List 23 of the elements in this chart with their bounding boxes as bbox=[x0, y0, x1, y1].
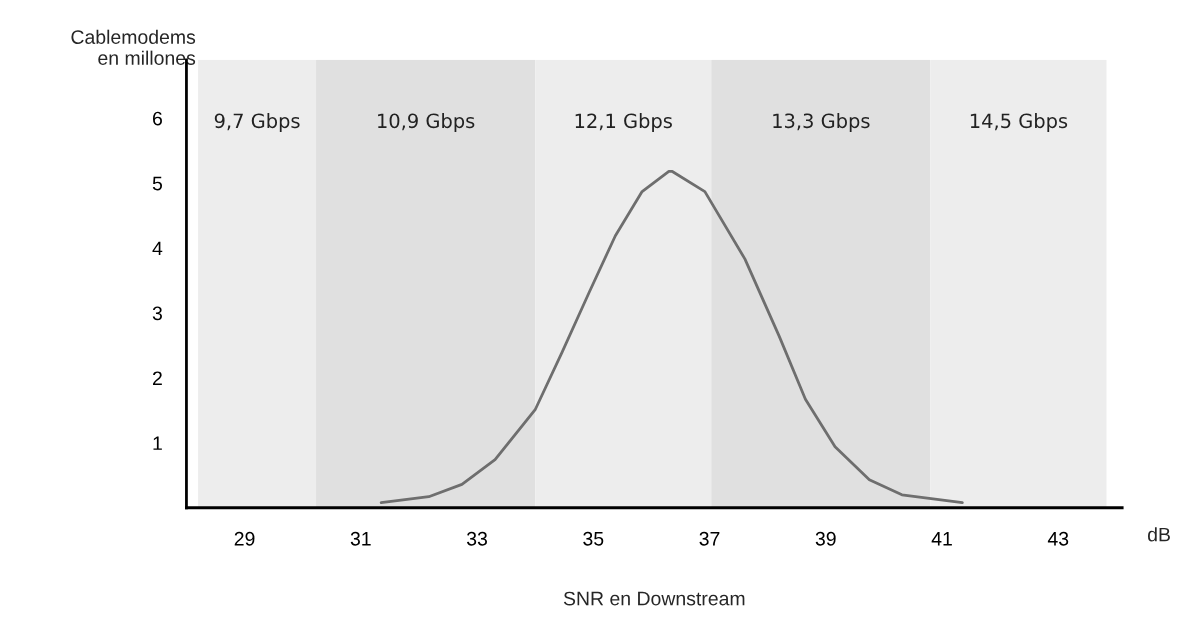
band-label: 10,9 Gbps bbox=[378, 113, 475, 132]
band-label: 14,5 Gbps bbox=[970, 113, 1068, 132]
x-tick-label: 43 bbox=[1047, 531, 1069, 546]
band-label: 12,1 Gbps bbox=[575, 113, 672, 132]
y-axis-title: Cablemodems en millones bbox=[71, 29, 196, 65]
x-tick-label: 33 bbox=[466, 531, 487, 546]
x-tick-label: 37 bbox=[699, 531, 720, 546]
x-tick-label: 41 bbox=[931, 532, 952, 546]
x-tick-label: 29 bbox=[234, 531, 255, 546]
x-tick-label: 35 bbox=[583, 531, 604, 546]
y-tick-label: 2 bbox=[152, 371, 162, 385]
line-series bbox=[379, 170, 964, 504]
band-label: 9,7 Gbps bbox=[214, 113, 300, 132]
y-tick-label: 6 bbox=[153, 111, 162, 126]
x-tick-label: 31 bbox=[350, 531, 371, 546]
y-tick-label: 1 bbox=[153, 436, 162, 450]
y-tick-label: 4 bbox=[152, 241, 163, 256]
y-tick-label: 3 bbox=[152, 306, 162, 321]
y-tick-label: 5 bbox=[152, 176, 163, 191]
band-label: 13,3 Gbps bbox=[773, 113, 870, 132]
text: dB bbox=[1148, 527, 1170, 542]
x-tick-label: 39 bbox=[815, 531, 836, 546]
x-axis-title: SNR en Downstream bbox=[563, 591, 745, 606]
